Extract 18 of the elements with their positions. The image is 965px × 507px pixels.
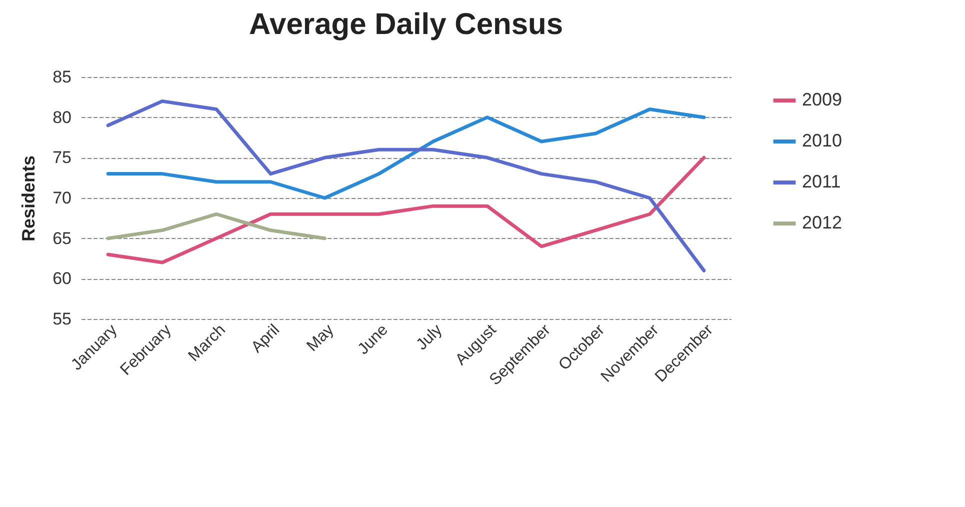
y-tick-label: 70: [52, 188, 72, 208]
y-tick-label: 60: [52, 269, 72, 288]
legend-label: 2009: [802, 90, 842, 110]
legend-label: 2012: [802, 212, 842, 232]
line-series: [106, 156, 706, 264]
line-series: [106, 108, 706, 200]
chart-title: Average Daily Census: [248, 8, 564, 41]
y-axis-title: Residents: [18, 155, 39, 242]
y-tick-label: 80: [52, 108, 72, 127]
y-tick-label: 75: [52, 148, 72, 168]
y-tick-label: 65: [52, 228, 72, 248]
y-tick-label: 85: [52, 68, 72, 86]
y-tick-label: 55: [52, 310, 72, 328]
x-tick-label: July: [413, 322, 446, 354]
x-tick-label: May: [304, 322, 338, 355]
line-series: [106, 99, 706, 272]
legend-label: 2010: [802, 130, 842, 150]
legend-label: 2011: [802, 172, 841, 192]
